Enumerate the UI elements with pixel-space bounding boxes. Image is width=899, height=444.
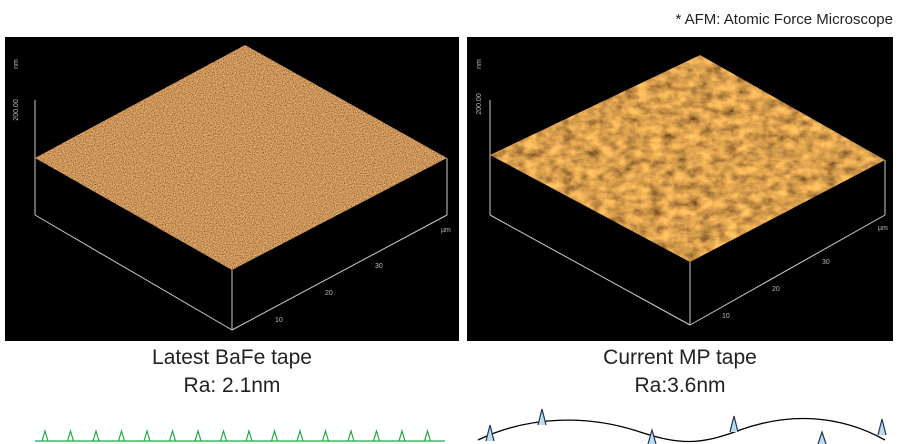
spike [168,428,177,442]
spike [143,428,151,442]
spike [398,428,406,442]
spike [372,428,381,442]
axis-tick: 10 [722,313,730,320]
z-tick: 200.00 [13,99,20,121]
caption: Ra: 2.1nm [184,374,281,397]
surface [490,55,885,262]
schematic [35,428,445,442]
z-unit: nm [476,59,483,69]
spike [117,428,126,442]
axes-box [489,100,886,326]
spike [321,428,330,442]
z-unit: nm [13,59,20,69]
schematic [477,408,887,444]
caption: Latest BaFe tape [152,346,312,369]
axis-tick: 30 [822,259,830,266]
xy-unit: µm [441,227,451,234]
spike [296,428,304,442]
caption: Ra:3.6nm [634,374,725,397]
spike [347,428,355,442]
axis-tick: 10 [275,317,283,324]
spike [270,428,279,442]
spike [423,428,432,442]
caption: Current MP tape [603,346,757,369]
spike [194,428,202,442]
spike [66,428,75,442]
axis-tick: 30 [375,263,383,270]
axis-tick: 20 [325,290,333,297]
axis-tick: 20 [772,286,780,293]
spike [219,428,228,442]
surface [35,45,447,270]
axes-box [34,100,448,331]
xy-unit: µm [878,225,888,232]
note: * AFM: Atomic Force Microscope [675,11,893,28]
z-tick: 200.00 [476,93,483,115]
spike [245,428,253,442]
spike [41,428,49,442]
spike [92,428,100,442]
